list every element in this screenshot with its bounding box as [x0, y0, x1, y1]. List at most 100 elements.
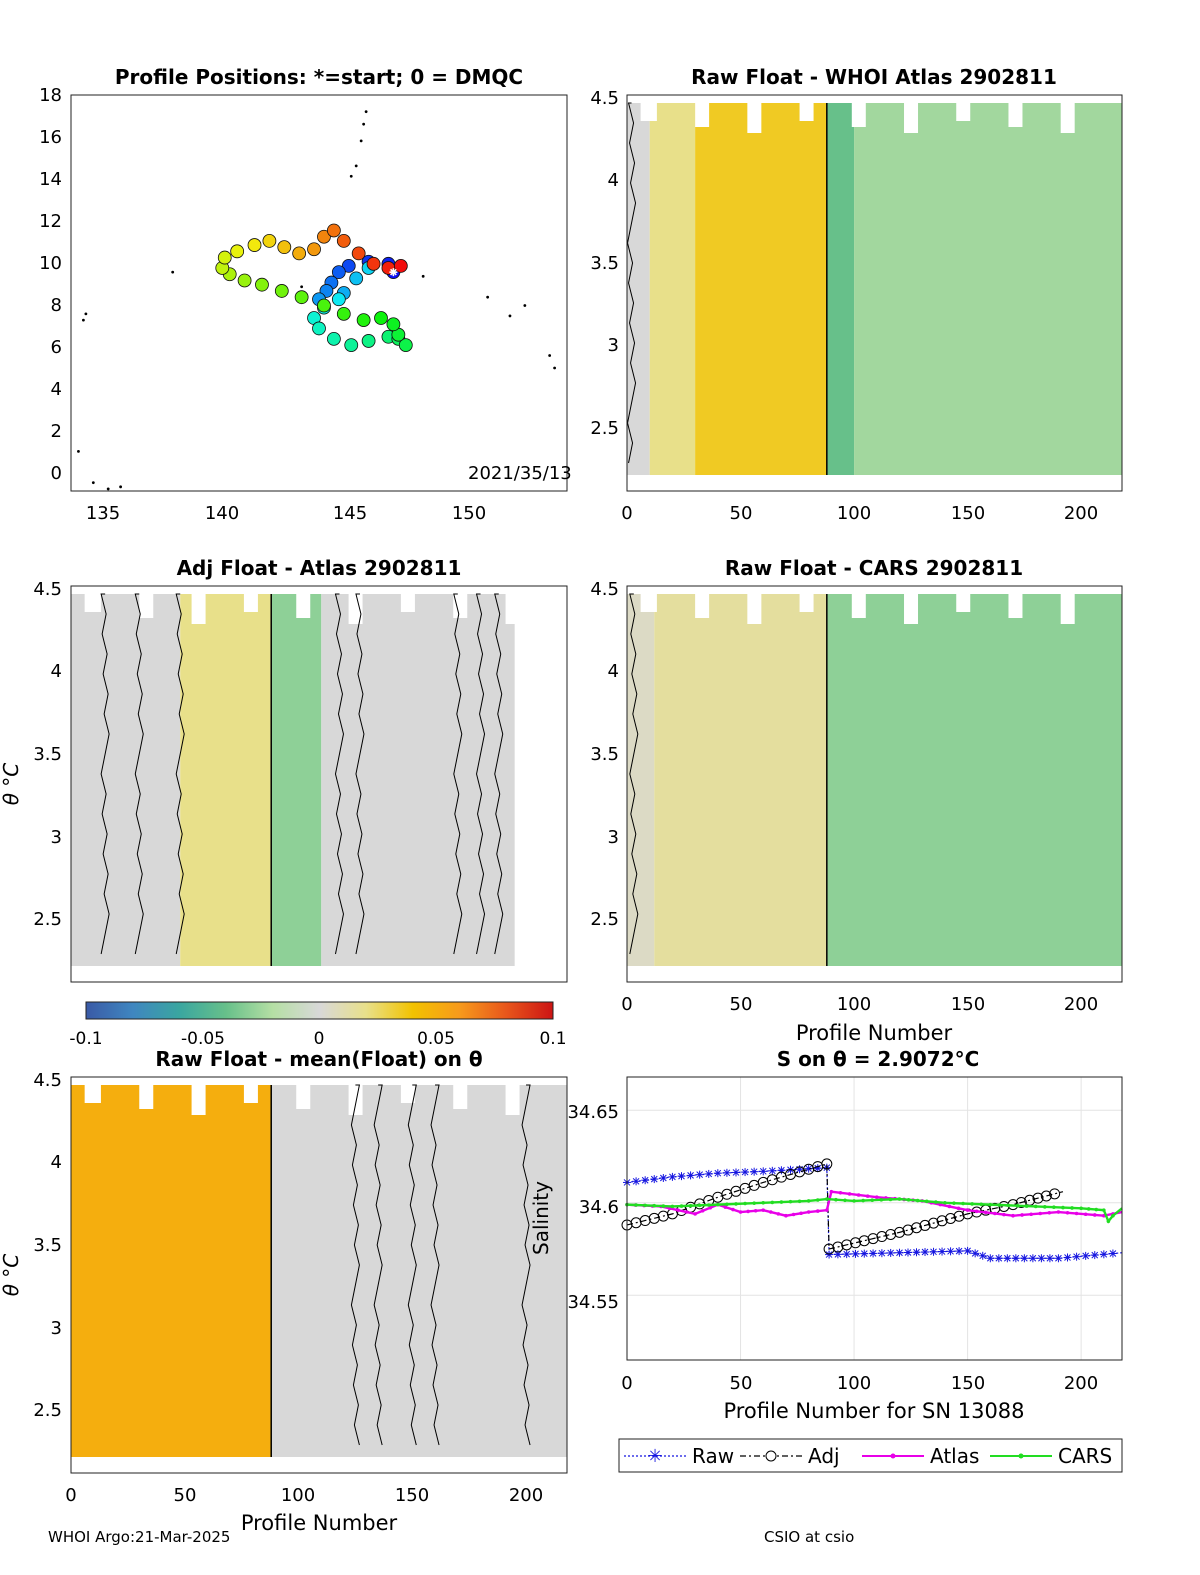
adj-marker	[885, 1228, 897, 1240]
raw-marker	[1037, 1254, 1046, 1263]
cars-marker	[970, 1202, 974, 1206]
missing-data	[505, 1085, 520, 1115]
missing-data	[904, 103, 919, 133]
xticks: 0 50 100 150 200	[621, 994, 1098, 1015]
heatmap-block	[649, 103, 696, 475]
atlas-marker	[723, 1205, 728, 1209]
heatmap-block	[321, 594, 515, 966]
heatmap-block	[180, 594, 272, 966]
colorbar-tick-label: -0.05	[181, 1029, 225, 1049]
cars-marker	[915, 1198, 920, 1203]
y-tick-label: 2	[51, 421, 62, 442]
atlas-marker	[983, 1210, 988, 1215]
cars-marker	[1094, 1207, 1099, 1212]
atlas-marker	[1047, 1210, 1052, 1215]
heatmap	[71, 593, 520, 966]
missing-data	[799, 103, 814, 121]
raw-marker	[1072, 1252, 1081, 1261]
island	[362, 122, 366, 126]
x-tick-label: 100	[837, 994, 871, 1015]
missing-data	[851, 103, 866, 127]
y-axis-label: θ °C	[0, 763, 23, 806]
cars-marker	[988, 1202, 993, 1207]
colorbar-tick-label: 0.05	[417, 1029, 455, 1049]
atlas-marker	[761, 1208, 766, 1212]
profile-position-marker	[351, 246, 366, 261]
cars-marker	[1070, 1206, 1074, 1210]
missing-data	[243, 1085, 258, 1103]
contour-line	[373, 1084, 383, 1446]
missing-data	[296, 1085, 311, 1109]
x-tick-label: 0	[621, 503, 632, 524]
y-tick-label: 2.5	[33, 1400, 62, 1421]
legend-label: Atlas	[930, 1444, 979, 1468]
cars-marker	[843, 1198, 847, 1203]
raw-marker	[912, 1248, 921, 1257]
raw-marker	[722, 1168, 731, 1177]
y-tick-label: 18	[39, 85, 62, 106]
atlas-marker	[731, 1207, 735, 1212]
cars-marker	[788, 1199, 793, 1204]
atlas-marker	[956, 1206, 961, 1211]
cars-marker	[1086, 1207, 1091, 1211]
cars-marker	[979, 1202, 984, 1207]
profile-position-marker	[317, 229, 331, 244]
island	[548, 354, 552, 357]
raw-marker	[768, 1166, 777, 1175]
y-tick-label: 3.5	[590, 253, 619, 274]
heatmap-block	[695, 103, 827, 475]
adj-marker	[893, 1226, 905, 1238]
cars-marker	[952, 1201, 956, 1205]
missing-data	[695, 103, 710, 127]
raw-marker	[1028, 1254, 1037, 1263]
start-star-stroke	[390, 268, 397, 276]
panel-positions: Profile Positions: *=start; 0 = DMQC 202…	[39, 65, 572, 524]
cars-marker	[1015, 1203, 1020, 1208]
cars-marker	[1042, 1205, 1047, 1209]
profile-position-marker	[262, 233, 277, 248]
cars-marker	[743, 1201, 747, 1206]
island	[523, 304, 527, 307]
raw-marker	[813, 1164, 822, 1173]
panel-raw-cars: Raw Float - CARS 2902811 Profile Number …	[590, 556, 1123, 1045]
cars-marker	[1106, 1219, 1111, 1224]
yticks: 4.5 4 3.5 3 2.5	[33, 579, 62, 930]
atlas-marker	[753, 1208, 758, 1213]
raw-marker	[971, 1249, 980, 1258]
missing-data	[453, 594, 468, 618]
cars-marker	[961, 1201, 965, 1206]
profile-position-marker	[247, 238, 262, 252]
contour-line	[350, 1084, 361, 1446]
raw-marker	[641, 1176, 650, 1185]
cars-marker	[1079, 1206, 1083, 1211]
cars-marker	[688, 1203, 693, 1208]
cars-marker	[997, 1203, 1002, 1207]
cars-marker	[679, 1204, 684, 1208]
raw-marker	[986, 1254, 995, 1263]
y-tick-label: 4.5	[590, 88, 619, 109]
cars-marker	[1111, 1213, 1115, 1218]
missing-data	[348, 1085, 363, 1115]
missing-data	[1008, 594, 1023, 618]
cars-marker	[770, 1200, 775, 1205]
cars-marker	[806, 1199, 811, 1203]
x-tick-label: 50	[730, 1373, 753, 1394]
missing-data	[453, 1085, 468, 1109]
colorbar: -0.1 -0.05 0 0.05 0.1	[69, 1001, 567, 1049]
raw-marker	[825, 1250, 834, 1259]
profile-position-marker	[317, 298, 331, 313]
raw-marker	[1045, 1254, 1054, 1263]
atlas-marker	[1092, 1213, 1097, 1217]
raw-marker	[946, 1247, 955, 1256]
x-tick-label: 145	[333, 503, 367, 524]
cars-marker	[716, 1202, 720, 1207]
cars-marker	[906, 1198, 911, 1202]
missing-data	[505, 594, 520, 624]
x-tick-label: 200	[1064, 1373, 1098, 1394]
cars-marker	[934, 1200, 938, 1204]
xticks: 0 50 100 150 200	[621, 503, 1098, 524]
cars-marker	[825, 1197, 829, 1201]
atlas-marker	[791, 1212, 796, 1217]
missing-data	[956, 594, 971, 612]
atlas-marker	[799, 1211, 803, 1216]
